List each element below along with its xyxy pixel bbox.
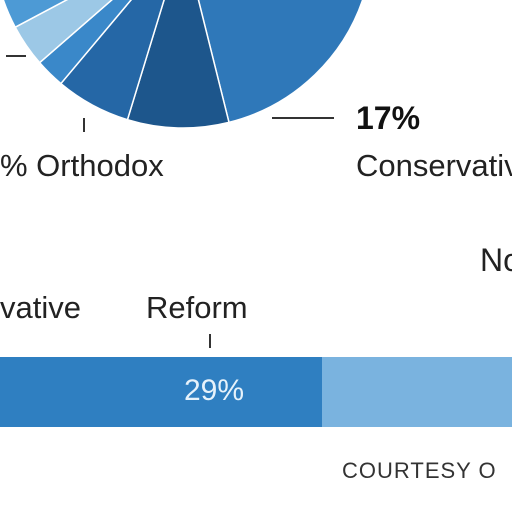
bar-segment-reform [0,357,322,427]
pie-slice-orthodox [126,0,230,129]
leader-lines [6,55,334,348]
pie-slice-unlabeled-4 [2,0,68,29]
bar-segment-no [322,357,512,427]
reform-percent-label: 29% [184,374,245,407]
reform-label: Reform [146,290,248,325]
orthodox-label: % Orthodox [0,148,164,183]
vative-label: vative [0,290,81,325]
courtesy-credit: COURTESY O [342,458,497,483]
stacked-bar-chart [0,357,512,427]
pie-slice-conservative [197,0,364,124]
conservative-label: Conservativ [356,148,512,183]
pie-chart [2,0,364,129]
no-label: No [480,242,512,278]
conservative-percent-label: 17% [356,100,421,136]
